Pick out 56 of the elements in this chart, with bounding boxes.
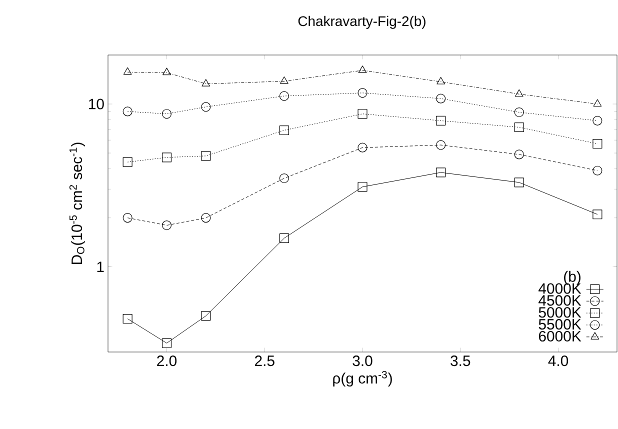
point <box>201 102 211 112</box>
point <box>162 68 171 76</box>
point <box>162 109 172 119</box>
text: D$_{O}$(10$^{-5}$ cm$^{2}$ sec$^{-1}$) <box>69 142 86 264</box>
x-tick-label: 3.0 <box>352 356 372 366</box>
point <box>592 116 602 126</box>
legend-label: 6000K <box>538 330 582 342</box>
point <box>436 94 446 104</box>
point <box>592 210 602 220</box>
x-tick-label: 3.5 <box>450 356 470 366</box>
point <box>358 109 368 119</box>
chart-title: Chakravarty-Fig-2(b) <box>298 16 426 29</box>
point <box>279 91 289 101</box>
point <box>436 116 446 126</box>
legend-label: 5000K <box>538 307 582 318</box>
point <box>162 220 172 230</box>
legend-label: 5500K <box>538 319 582 330</box>
y-tick-label: 10 <box>89 98 104 110</box>
point <box>593 99 602 107</box>
point <box>123 67 132 75</box>
point <box>201 151 211 161</box>
point <box>358 142 368 152</box>
legend-label: 4000K <box>538 283 582 294</box>
point <box>514 178 524 188</box>
y-tick-label: 1 <box>97 262 104 272</box>
point <box>514 89 524 97</box>
x-tick-label: 2.5 <box>254 356 274 366</box>
x-tick-label: 2.0 <box>157 356 177 366</box>
point <box>514 150 524 160</box>
point <box>122 157 132 167</box>
point <box>201 213 211 223</box>
x-axis-title: ρ(g cm$^{-3}$) <box>333 370 392 387</box>
point <box>162 338 172 348</box>
legend-label: 4500K <box>538 295 582 306</box>
point <box>279 233 289 243</box>
point <box>201 311 211 321</box>
point <box>122 213 132 223</box>
point <box>514 122 524 132</box>
point <box>358 66 367 73</box>
point <box>592 166 602 176</box>
point <box>279 125 289 136</box>
x-tick-label: 4.0 <box>548 356 568 366</box>
point <box>202 79 210 86</box>
point <box>436 76 445 84</box>
legend-title: (b) <box>564 270 580 285</box>
point <box>358 182 368 192</box>
point <box>514 107 524 118</box>
point <box>162 152 172 162</box>
point <box>592 138 602 149</box>
point <box>358 88 368 98</box>
point <box>436 140 446 150</box>
point <box>122 106 132 116</box>
point <box>122 314 132 324</box>
point <box>279 173 289 184</box>
point <box>280 76 288 84</box>
point <box>436 168 446 178</box>
